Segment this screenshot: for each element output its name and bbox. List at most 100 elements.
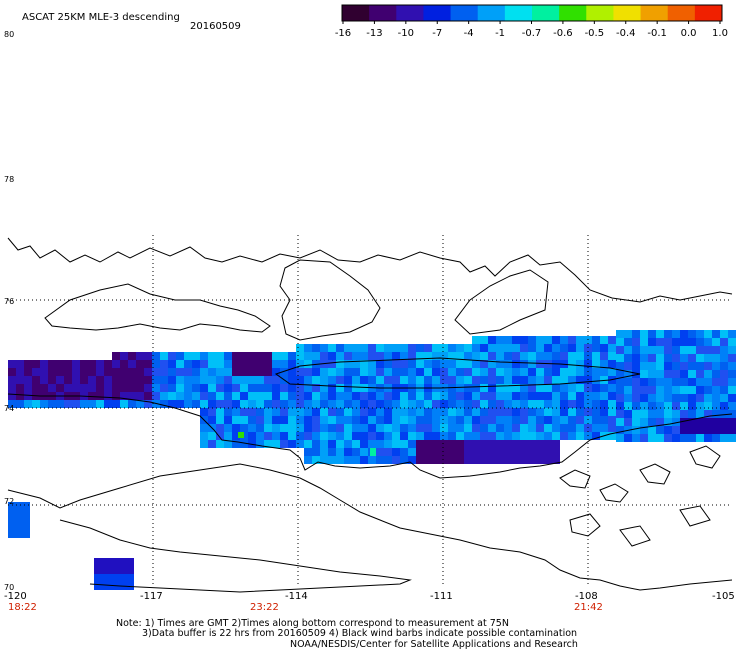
data-cell	[328, 448, 336, 456]
data-cell	[176, 352, 184, 360]
data-cell	[496, 376, 504, 384]
data-cell	[456, 408, 464, 416]
data-cell	[656, 378, 664, 386]
data-cell	[120, 384, 128, 392]
data-cell	[96, 360, 104, 368]
data-cell	[168, 352, 176, 360]
data-cell	[712, 378, 720, 386]
data-cell	[640, 330, 648, 338]
data-cell	[248, 368, 256, 376]
data-cell	[448, 360, 456, 368]
data-cell	[80, 384, 88, 392]
data-cell	[416, 448, 424, 456]
data-cell	[216, 376, 224, 384]
data-cell	[680, 394, 688, 402]
data-cell	[520, 432, 528, 440]
data-cell	[160, 400, 168, 408]
data-cell	[224, 440, 232, 448]
data-cell	[648, 378, 656, 386]
data-cell	[152, 360, 160, 368]
data-cell	[224, 408, 232, 416]
data-cell	[624, 354, 632, 362]
data-cell	[328, 432, 336, 440]
data-cell	[256, 408, 264, 416]
data-cell	[400, 400, 408, 408]
data-cell	[624, 370, 632, 378]
data-cell	[280, 352, 288, 360]
data-cell	[496, 360, 504, 368]
data-cell	[272, 408, 280, 416]
data-cell	[272, 424, 280, 432]
data-cell	[360, 400, 368, 408]
data-cell	[512, 336, 520, 344]
data-cell	[472, 352, 480, 360]
data-cell	[304, 416, 312, 424]
data-cell	[496, 400, 504, 408]
data-cell	[464, 456, 472, 464]
data-cell	[192, 400, 200, 408]
data-cell	[496, 384, 504, 392]
data-cell	[208, 376, 216, 384]
data-cell	[568, 432, 576, 440]
data-cell	[304, 432, 312, 440]
data-cell	[32, 360, 40, 368]
data-cell	[560, 416, 568, 424]
data-cell	[264, 384, 272, 392]
data-cell	[256, 376, 264, 384]
data-cell	[552, 376, 560, 384]
data-cell	[576, 408, 584, 416]
data-cell	[592, 424, 600, 432]
data-cell	[664, 338, 672, 346]
data-cell	[24, 368, 32, 376]
data-cell	[648, 402, 656, 410]
data-cell	[712, 338, 720, 346]
data-cell	[608, 352, 616, 360]
data-cell	[384, 408, 392, 416]
data-cell	[376, 368, 384, 376]
data-cell	[680, 362, 688, 370]
data-cell	[520, 336, 528, 344]
data-cell	[544, 376, 552, 384]
data-cell	[688, 378, 696, 386]
data-cell	[520, 360, 528, 368]
data-cell	[224, 400, 232, 408]
data-cell	[712, 354, 720, 362]
data-cell	[696, 354, 704, 362]
data-cell	[328, 344, 336, 352]
data-cell	[400, 376, 408, 384]
data-cell	[392, 376, 400, 384]
data-cell	[664, 386, 672, 394]
data-cell	[272, 368, 280, 376]
data-cell	[688, 426, 696, 434]
data-cell	[472, 336, 480, 344]
data-cell	[368, 408, 376, 416]
data-cell	[312, 368, 320, 376]
data-cell	[240, 408, 248, 416]
data-cell	[488, 432, 496, 440]
data-cell	[240, 440, 248, 448]
data-cell	[296, 368, 304, 376]
data-cell	[664, 426, 672, 434]
data-cell	[480, 392, 488, 400]
data-cell	[464, 360, 472, 368]
data-cell	[176, 368, 184, 376]
data-cell	[288, 368, 296, 376]
data-cell	[264, 376, 272, 384]
data-cell	[344, 424, 352, 432]
data-cell	[296, 408, 304, 416]
data-cell	[120, 360, 128, 368]
data-cell	[488, 448, 496, 456]
data-cell	[8, 368, 16, 376]
data-cell	[656, 338, 664, 346]
data-cell	[544, 432, 552, 440]
data-cell	[704, 418, 712, 426]
data-cell	[496, 352, 504, 360]
data-cell	[272, 376, 280, 384]
lat-label-70: 70	[4, 583, 15, 592]
data-cell	[640, 402, 648, 410]
data-cell	[568, 336, 576, 344]
data-cell	[32, 400, 40, 408]
data-cell	[432, 416, 440, 424]
data-cell	[568, 344, 576, 352]
data-cell	[624, 362, 632, 370]
